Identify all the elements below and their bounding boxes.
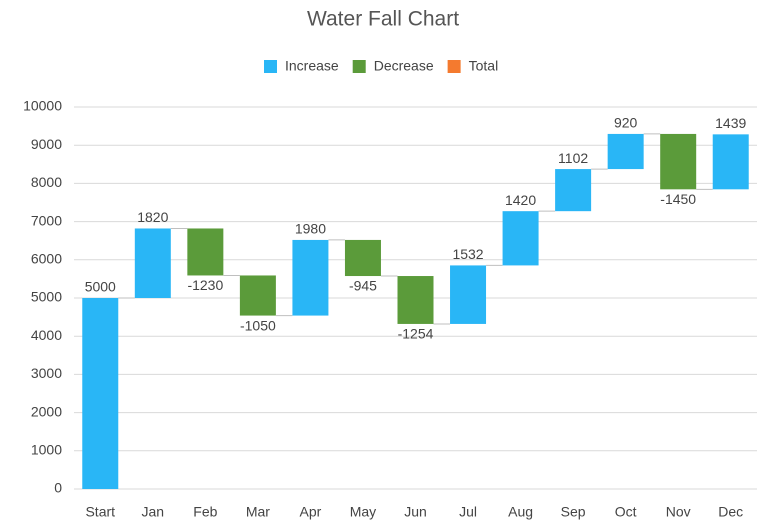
bar	[555, 169, 592, 212]
bar	[502, 211, 539, 266]
x-tick-label: Start	[85, 504, 115, 520]
bar	[450, 265, 487, 324]
data-label: 1980	[295, 221, 326, 237]
data-label: 1820	[137, 209, 168, 225]
bar	[712, 134, 749, 190]
bar	[187, 228, 224, 276]
y-tick-label: 6000	[31, 251, 62, 267]
data-label: 920	[614, 115, 638, 131]
x-tick-label: May	[350, 504, 376, 520]
x-tick-label: Apr	[300, 504, 322, 520]
legend-swatch	[352, 60, 366, 73]
y-tick-label: 8000	[31, 174, 62, 190]
x-tick-label: Dec	[718, 504, 743, 520]
bar	[660, 133, 697, 190]
data-label: 1102	[558, 150, 588, 166]
x-tick-label: Jul	[459, 504, 477, 520]
data-label: 1439	[715, 115, 746, 131]
data-label: -1050	[240, 317, 276, 333]
y-tick-label: 1000	[31, 442, 62, 458]
legend-swatch	[264, 60, 277, 73]
x-tick-label: Nov	[666, 504, 691, 520]
data-label: -945	[349, 278, 377, 294]
bar	[292, 239, 329, 316]
bar	[134, 228, 171, 298]
y-tick-label: 3000	[31, 365, 62, 381]
chart-title: Water Fall Chart	[307, 8, 459, 31]
bar	[82, 298, 119, 489]
y-tick-label: 7000	[31, 212, 62, 228]
data-label: 1532	[452, 246, 483, 262]
y-tick-label: 4000	[31, 327, 62, 343]
x-tick-label: Oct	[615, 504, 637, 520]
data-label: -1254	[398, 326, 434, 342]
y-tick-label: 2000	[31, 403, 62, 419]
data-label: -1230	[187, 277, 223, 293]
legend-label: Increase	[285, 58, 339, 74]
bar	[344, 239, 381, 277]
data-label: 1420	[505, 192, 536, 208]
x-tick-label: Aug	[508, 504, 533, 520]
bar	[607, 133, 644, 170]
x-tick-label: Jan	[142, 504, 165, 520]
y-tick-label: 10000	[23, 98, 62, 114]
x-tick-label: Sep	[561, 504, 586, 520]
legend-swatch	[447, 60, 461, 73]
y-tick-label: 9000	[31, 136, 62, 152]
y-tick-label: 5000	[31, 289, 62, 305]
x-tick-label: Feb	[193, 504, 217, 520]
bar	[239, 275, 276, 316]
y-tick-label: 0	[54, 480, 62, 496]
bar	[397, 276, 434, 324]
legend-label: Total	[469, 58, 499, 74]
data-label: -1450	[660, 191, 696, 207]
legend-label: Decrease	[374, 58, 434, 74]
data-label: 5000	[85, 279, 116, 295]
x-tick-label: Jun	[404, 504, 427, 520]
x-tick-label: Mar	[246, 504, 270, 520]
